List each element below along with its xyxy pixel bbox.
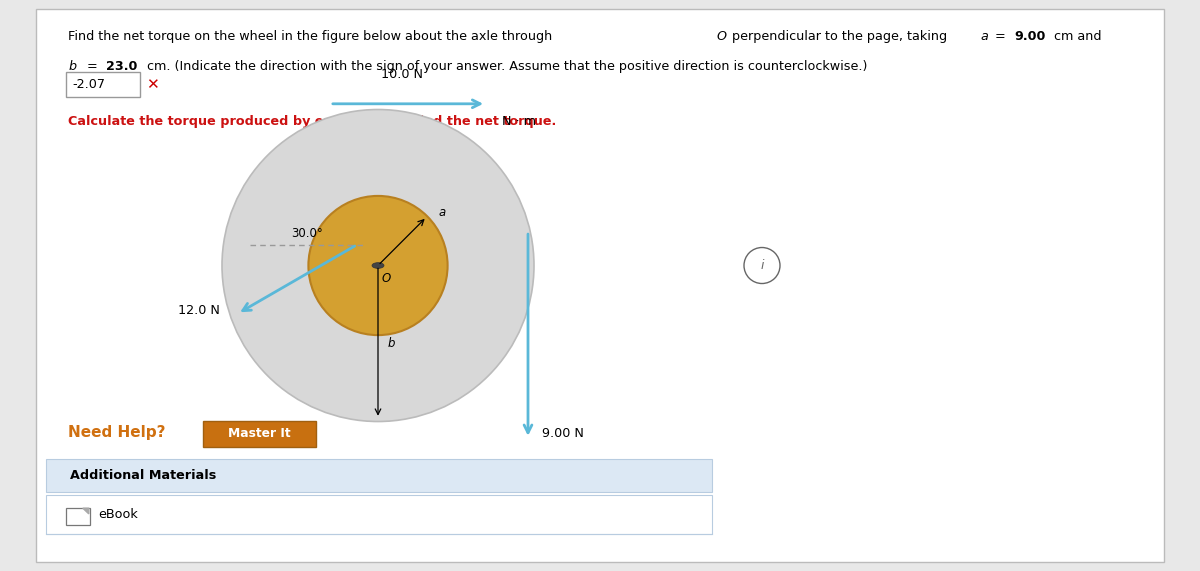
FancyBboxPatch shape	[46, 459, 712, 492]
FancyBboxPatch shape	[66, 72, 140, 97]
Text: a: a	[980, 30, 989, 43]
Text: 23.0: 23.0	[106, 60, 137, 73]
Text: 30.0°: 30.0°	[292, 227, 323, 240]
Text: 9.00: 9.00	[1014, 30, 1045, 43]
Ellipse shape	[744, 247, 780, 284]
Text: 10.0 N: 10.0 N	[382, 68, 424, 81]
Text: 9.00 N: 9.00 N	[542, 427, 584, 440]
Text: ✕: ✕	[146, 77, 160, 92]
Text: =: =	[991, 30, 1010, 43]
Text: b: b	[68, 60, 77, 73]
FancyBboxPatch shape	[36, 9, 1164, 562]
Text: b: b	[388, 337, 395, 350]
Text: i: i	[761, 259, 763, 272]
Text: Calculate the torque produced by each force to find the net torque.: Calculate the torque produced by each fo…	[68, 115, 557, 128]
Text: cm. (Indicate the direction with the sign of your answer. Assume that the positi: cm. (Indicate the direction with the sig…	[143, 60, 868, 73]
Text: Find the net torque on the wheel in the figure below about the axle through: Find the net torque on the wheel in the …	[68, 30, 557, 43]
Text: Need Help?: Need Help?	[68, 425, 166, 440]
Text: eBook: eBook	[98, 508, 138, 521]
FancyBboxPatch shape	[203, 421, 316, 447]
Text: -2.07: -2.07	[72, 78, 106, 91]
Text: Master It: Master It	[228, 428, 290, 440]
Text: O: O	[382, 272, 391, 286]
Text: 12.0 N: 12.0 N	[178, 304, 220, 317]
FancyBboxPatch shape	[46, 495, 712, 534]
Text: a: a	[439, 206, 446, 219]
Text: =: =	[83, 60, 102, 73]
Text: O: O	[716, 30, 726, 43]
Circle shape	[372, 263, 384, 268]
Polygon shape	[83, 508, 89, 514]
Text: N · m: N · m	[498, 115, 536, 128]
Ellipse shape	[308, 196, 448, 335]
Text: cm and: cm and	[1050, 30, 1102, 43]
Text: Additional Materials: Additional Materials	[70, 469, 216, 482]
FancyBboxPatch shape	[66, 508, 90, 525]
Ellipse shape	[222, 110, 534, 421]
Text: perpendicular to the page, taking: perpendicular to the page, taking	[728, 30, 952, 43]
